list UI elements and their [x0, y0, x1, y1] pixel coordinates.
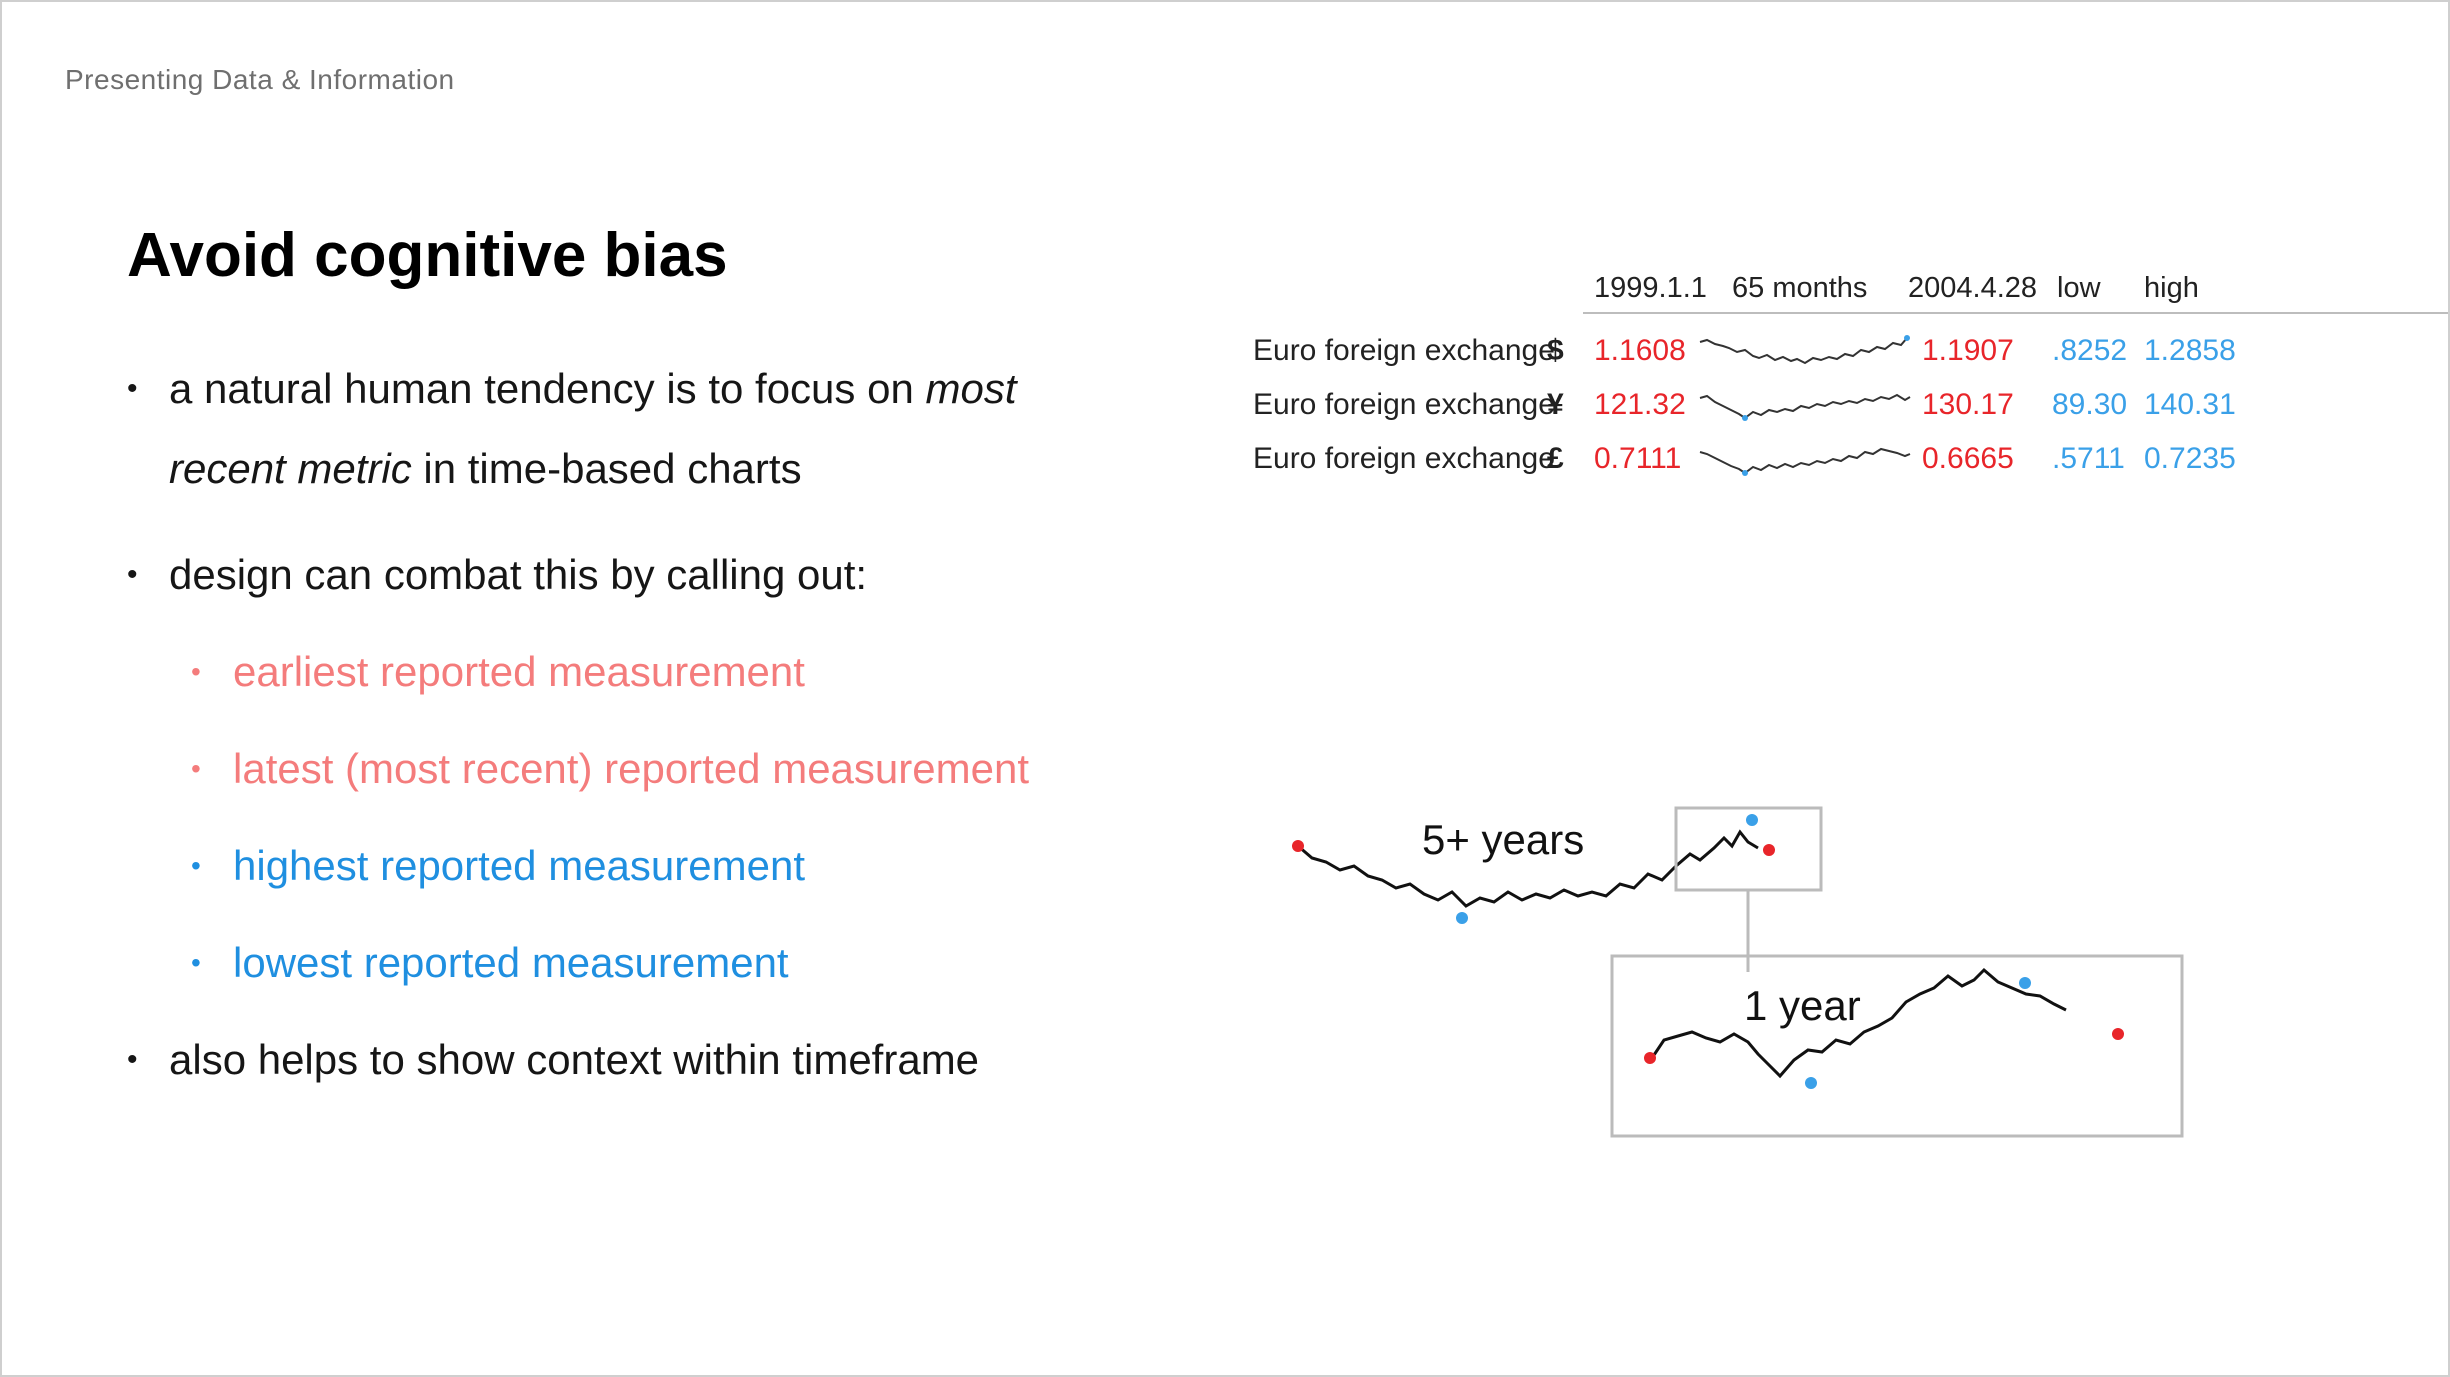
start-value: 1.1608 — [1594, 334, 1686, 367]
short-latest-marker — [2112, 1028, 2124, 1040]
bullet-1-emphasis-2: recent metric — [169, 445, 412, 492]
sub-bullet-text: lowest reported measurement — [233, 939, 789, 986]
sparkline — [1699, 393, 1911, 421]
short-lowest-marker — [1805, 1077, 1817, 1089]
row-label: Euro foreign exchange — [1253, 442, 1555, 475]
start-value: 0.7111 — [1594, 442, 1682, 475]
sparkline — [1699, 447, 1911, 476]
currency-symbol: ¥ — [1547, 388, 1564, 421]
high-value: 1.2858 — [2144, 334, 2236, 367]
header-low: low — [2057, 272, 2101, 304]
bullet-dot: • — [127, 558, 138, 591]
table-row: Euro foreign exchange $ 1.1608 1.1907 .8… — [1247, 334, 2237, 384]
bullet-dot: • — [191, 656, 201, 687]
bullet-2-text: design can combat this by calling out: — [169, 551, 868, 598]
currency-symbol: $ — [1547, 334, 1564, 367]
highest-marker — [1746, 814, 1758, 826]
short-earliest-marker — [1644, 1052, 1656, 1064]
end-value: 0.6665 — [1922, 442, 2014, 475]
header-span: 65 months — [1732, 272, 1868, 304]
sub-bullet-text: highest reported measurement — [233, 842, 805, 889]
start-value: 121.32 — [1594, 388, 1686, 421]
zoom-graphic — [1292, 806, 2184, 1138]
bullet-dot: • — [127, 372, 138, 405]
low-value: .8252 — [2052, 334, 2128, 367]
latest-marker — [1763, 844, 1775, 856]
header-high: high — [2144, 272, 2199, 304]
header-start-date: 1999.1.1 — [1594, 272, 1707, 304]
long-trend-line — [1297, 829, 1759, 908]
low-value: 89.30 — [2052, 388, 2128, 421]
bullet-3-text: also helps to show context within timefr… — [169, 1036, 980, 1083]
sparkline — [1699, 335, 1910, 365]
timeframe-zoom-figure: 5+ years 1 year — [1282, 792, 2212, 1152]
bullet-1-emphasis: most — [925, 365, 1017, 412]
bullet-dot: • — [191, 753, 201, 784]
bullet-dot: • — [127, 1043, 138, 1076]
table-row: Euro foreign exchange ¥ 121.32 130.17 89… — [1247, 388, 2237, 438]
lowest-marker — [1456, 912, 1468, 924]
currency-symbol: £ — [1547, 442, 1564, 475]
end-value: 130.17 — [1922, 388, 2014, 421]
earliest-marker — [1292, 840, 1304, 852]
sub-bullet-text: earliest reported measurement — [233, 648, 805, 695]
header-rule — [1583, 312, 2448, 314]
slide-title: Avoid cognitive bias — [127, 221, 728, 290]
bullet-1-text-end: in time-based charts — [411, 445, 802, 492]
short-highest-marker — [2019, 977, 2031, 989]
fx-sparkline-table: 1999.1.1 65 months 2004.4.28 low high Eu… — [1247, 262, 2448, 492]
bullet-dot: • — [191, 850, 201, 881]
sub-bullet-text: latest (most recent) reported measuremen… — [233, 745, 1029, 792]
row-label: Euro foreign exchange — [1253, 388, 1555, 421]
label-long-timeframe: 5+ years — [1422, 816, 1585, 863]
row-label: Euro foreign exchange — [1253, 334, 1555, 367]
bullet-1-text: a natural human tendency is to focus on — [169, 365, 926, 412]
header-end-date: 2004.4.28 — [1908, 272, 2038, 304]
zoom-panel — [1610, 954, 2184, 1138]
table-row: Euro foreign exchange £ 0.7111 0.6665 .5… — [1247, 442, 2237, 492]
short-trend-line — [1650, 967, 2067, 1079]
high-value: 0.7235 — [2144, 442, 2236, 475]
high-value: 140.31 — [2144, 388, 2236, 421]
low-value: .5711 — [2052, 442, 2125, 475]
bullet-dot: • — [191, 947, 201, 978]
end-value: 1.1907 — [1922, 334, 2014, 367]
label-short-timeframe: 1 year — [1744, 982, 1861, 1029]
presentation-header: Presenting Data & Information — [65, 64, 455, 95]
